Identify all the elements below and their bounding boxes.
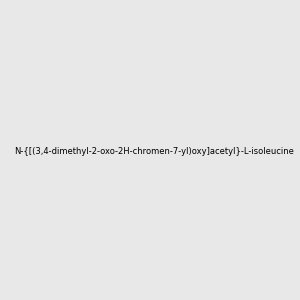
Text: N-{[(3,4-dimethyl-2-oxo-2H-chromen-7-yl)oxy]acetyl}-L-isoleucine: N-{[(3,4-dimethyl-2-oxo-2H-chromen-7-yl)…: [14, 147, 294, 156]
